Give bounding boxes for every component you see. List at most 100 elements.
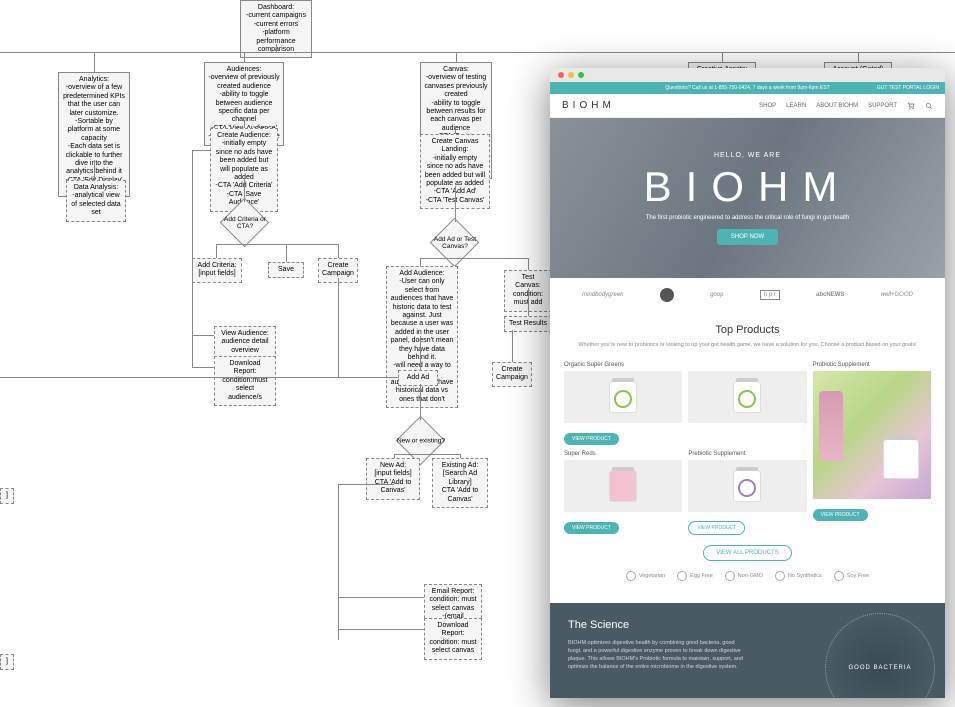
flowchart-node-new-ad: New Ad:[input fields]CTA 'Add to Canvas'	[366, 458, 420, 500]
flowchart-edge	[94, 52, 95, 72]
product-card-greens[interactable]: Organic Super Greens VIEW PRODUCT	[564, 362, 682, 445]
flowchart-edge	[192, 150, 210, 151]
product-label: Prebiotic Supplement	[688, 451, 806, 457]
promo-bar: Questions? Call us at 1-855-750-0424, 7 …	[550, 82, 945, 94]
flowchart-node-stub1: ]	[0, 488, 14, 504]
product-card-featured[interactable]: Probiotic Supplement VIEW PRODUCT	[813, 362, 931, 535]
hero: HELLO, WE ARE BIOHM The first probiotic …	[550, 118, 945, 278]
logo[interactable]: BIOHM	[562, 100, 615, 111]
flowchart-edge	[528, 258, 529, 270]
science-section: The Science BIOHM optimizes digestive he…	[550, 603, 945, 698]
flowchart-node-view-audience: View Audience:audience detail overview	[214, 326, 276, 359]
nav-support[interactable]: SUPPORT	[868, 103, 897, 109]
press-logo-icon	[660, 288, 674, 302]
flowchart-edge	[338, 629, 424, 630]
press-mindbodygreen: mindbodygreen	[582, 292, 623, 298]
view-product-button[interactable]: VIEW PRODUCT	[564, 522, 619, 534]
hero-title: BIOHM	[644, 163, 852, 211]
flowchart-node-stub2: ]	[0, 654, 14, 670]
flowchart-edge	[94, 160, 95, 180]
badge-nosynthetics: No Synthetics	[775, 571, 822, 581]
flowchart-edge	[244, 120, 245, 128]
press-npr: n p r	[760, 290, 780, 300]
flowchart-node-create-campaign-2: Create Campaign	[492, 362, 532, 387]
product-img	[564, 460, 682, 512]
flowchart-edge	[244, 52, 245, 62]
jar-icon	[609, 470, 637, 502]
flowchart-edge	[455, 126, 456, 134]
flowchart-node-add-criteria: Add Criteria:[input fields]	[192, 258, 242, 283]
flowchart-edge	[0, 377, 398, 378]
view-product-button[interactable]: VIEW PRODUCT	[688, 521, 745, 535]
nav-shop[interactable]: SHOP	[759, 103, 776, 109]
badge-vegetarian: Vegetarian	[626, 571, 665, 581]
view-product-button[interactable]: VIEW PRODUCT	[813, 509, 868, 521]
flowchart-node-download-report-1: Download Report:condition:must select au…	[214, 356, 276, 406]
flowchart-edge	[394, 454, 460, 455]
view-product-button[interactable]: VIEW PRODUCT	[564, 433, 619, 445]
flowchart-node-data-analysis: Data Analysis:-analytical view of select…	[66, 180, 126, 222]
product-label	[688, 362, 806, 368]
product-card-reds[interactable]: Super Reds VIEW PRODUCT	[564, 451, 682, 535]
jar-icon	[733, 381, 761, 413]
non-gmo-icon	[725, 571, 735, 581]
browser-chrome	[550, 68, 945, 82]
promo-text: Questions? Call us at 1-855-750-0424, 7 …	[665, 85, 829, 91]
flowchart-edge	[528, 288, 529, 316]
flowchart-edge	[420, 384, 421, 420]
product-img	[564, 371, 682, 423]
flowchart-edge	[512, 330, 513, 362]
press-wellgood: well+GOOD	[881, 292, 913, 298]
flowchart-edge	[0, 52, 955, 53]
badge-eggfree: Egg Free	[677, 571, 713, 581]
flowchart-edge	[455, 186, 456, 222]
badges-row: Vegetarian Egg Free Non-GMO No Synthetic…	[564, 561, 931, 591]
nav-links: SHOP LEARN ABOUT BIOHM SUPPORT	[759, 102, 933, 110]
hero-content: HELLO, WE ARE BIOHM The first probiotic …	[644, 152, 852, 245]
flowchart-node-add-ad: Add Ad	[398, 370, 438, 386]
flowchart-edge	[456, 52, 457, 62]
science-body: BIOHM optimizes digestive health by comb…	[568, 639, 748, 672]
maximize-icon[interactable]	[578, 72, 584, 78]
nav-learn[interactable]: LEARN	[786, 103, 806, 109]
flowchart-edge	[420, 258, 421, 266]
badge-nongmo: Non-GMO	[725, 571, 763, 581]
promo-links[interactable]: GUT TEST PORTAL LOGIN	[877, 85, 939, 91]
flowchart-edge	[192, 150, 193, 368]
flowchart-node-existing-ad: Existing Ad:[Search Ad Library]CTA 'Add …	[432, 458, 488, 508]
flowchart-diamond-add-criteria-diamond: Add Criteria or CTA?	[220, 198, 270, 248]
hero-sub: The first probiotic engineered to addres…	[644, 215, 852, 221]
search-icon[interactable]	[925, 102, 933, 110]
close-icon[interactable]	[558, 72, 564, 78]
products-title: Top Products	[564, 324, 931, 336]
flowchart-edge	[338, 244, 339, 258]
flowchart-node-add-audience: Add Audience:-User can only select from …	[386, 266, 458, 408]
flowchart-edge	[338, 597, 424, 598]
product-card-prebiotic[interactable]: Prebiotic Supplement VIEW PRODUCT	[688, 451, 806, 535]
flowchart-node-download-report-2: Download Report:condition: must select c…	[424, 618, 482, 660]
minimize-icon[interactable]	[568, 72, 574, 78]
flowchart-edge	[286, 244, 287, 262]
flowchart-edge	[276, 44, 277, 52]
product-card-2[interactable]	[688, 362, 806, 445]
cart-icon[interactable]	[907, 102, 915, 110]
flowchart-edge	[338, 484, 339, 580]
flowchart-edge	[216, 244, 217, 258]
view-all-button[interactable]: VIEW ALL PRODUCTS	[703, 545, 791, 561]
badge-soyfree: Soy Free	[834, 571, 869, 581]
product-grid: Organic Super Greens VIEW PRODUCT Probio…	[564, 362, 931, 535]
products-section: Top Products Whether you're new to probi…	[550, 312, 945, 603]
products-sub: Whether you're new to probiotics or look…	[564, 342, 931, 350]
flowchart-edge	[338, 484, 394, 485]
nav-about[interactable]: ABOUT BIOHM	[816, 103, 858, 109]
flowchart-edge	[420, 258, 528, 259]
vegetarian-icon	[626, 571, 636, 581]
no-synthetics-icon	[775, 571, 785, 581]
browser-window: Questions? Call us at 1-855-750-0424, 7 …	[550, 68, 945, 698]
product-label: Probiotic Supplement	[813, 362, 931, 368]
flowchart-node-save: Save	[268, 262, 304, 278]
press-bar: mindbodygreen goop n p r abcNEWS well+GO…	[550, 278, 945, 312]
egg-free-icon	[677, 571, 687, 581]
flowchart-edge	[394, 482, 395, 484]
shop-now-button[interactable]: SHOP NOW	[717, 229, 778, 245]
